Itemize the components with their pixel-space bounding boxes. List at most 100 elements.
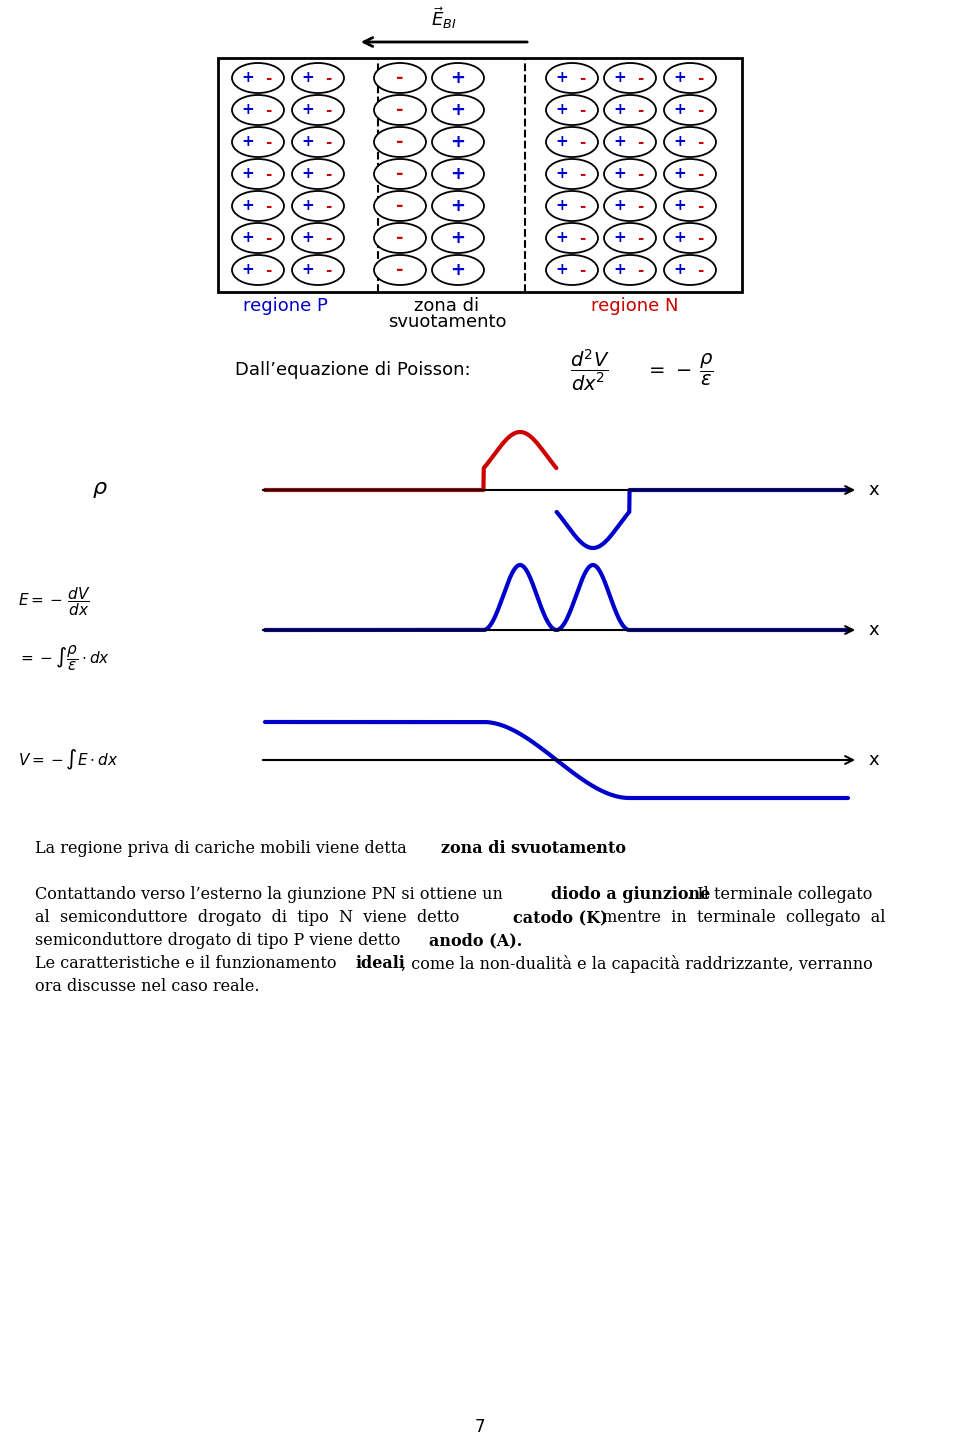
Text: -: - (697, 231, 703, 245)
Text: +: + (613, 135, 626, 149)
Text: +: + (556, 135, 568, 149)
Text: +: + (301, 103, 314, 118)
Text: +: + (242, 71, 254, 86)
Text: +: + (242, 199, 254, 213)
Text: -: - (636, 231, 643, 245)
Text: -: - (579, 231, 586, 245)
Ellipse shape (292, 128, 344, 157)
Ellipse shape (432, 94, 484, 125)
Ellipse shape (546, 223, 598, 252)
Ellipse shape (432, 223, 484, 252)
Text: -: - (579, 135, 586, 149)
Text: +: + (450, 165, 466, 183)
Ellipse shape (604, 192, 656, 221)
Text: +: + (674, 103, 686, 118)
Ellipse shape (546, 62, 598, 93)
Text: -: - (697, 71, 703, 86)
Text: -: - (265, 103, 271, 118)
Text: anodo (A).: anodo (A). (429, 932, 522, 949)
Text: -: - (324, 103, 331, 118)
Text: +: + (242, 263, 254, 277)
Text: -: - (396, 102, 404, 119)
Ellipse shape (232, 62, 284, 93)
Ellipse shape (374, 128, 426, 157)
Text: +: + (301, 231, 314, 245)
Ellipse shape (604, 223, 656, 252)
Ellipse shape (432, 160, 484, 189)
Ellipse shape (292, 160, 344, 189)
Text: -: - (697, 167, 703, 181)
Text: La regione priva di cariche mobili viene detta: La regione priva di cariche mobili viene… (35, 840, 412, 858)
Ellipse shape (546, 160, 598, 189)
Text: Le caratteristiche e il funzionamento: Le caratteristiche e il funzionamento (35, 955, 342, 972)
Text: -: - (636, 167, 643, 181)
Text: -: - (636, 135, 643, 149)
Text: +: + (674, 135, 686, 149)
Ellipse shape (292, 94, 344, 125)
Text: -: - (636, 71, 643, 86)
Ellipse shape (232, 160, 284, 189)
Text: -: - (324, 167, 331, 181)
Text: +: + (301, 199, 314, 213)
Text: -: - (396, 197, 404, 215)
Ellipse shape (374, 94, 426, 125)
Text: +: + (613, 71, 626, 86)
Text: -: - (324, 231, 331, 245)
Ellipse shape (546, 128, 598, 157)
Text: +: + (301, 135, 314, 149)
Text: -: - (324, 199, 331, 213)
Text: +: + (450, 229, 466, 247)
Ellipse shape (374, 192, 426, 221)
Ellipse shape (374, 255, 426, 284)
Ellipse shape (432, 255, 484, 284)
Ellipse shape (604, 94, 656, 125)
Text: $\vec{E}_{BI}$: $\vec{E}_{BI}$ (431, 4, 457, 30)
Text: -: - (697, 135, 703, 149)
Text: $= \,-\, \dfrac{\rho}{\varepsilon}$: $= \,-\, \dfrac{\rho}{\varepsilon}$ (645, 353, 713, 387)
Text: +: + (556, 167, 568, 181)
Text: ora discusse nel caso reale.: ora discusse nel caso reale. (35, 978, 259, 995)
Text: +: + (450, 70, 466, 87)
Ellipse shape (546, 192, 598, 221)
Text: x: x (868, 621, 878, 638)
Text: +: + (613, 231, 626, 245)
Text: Contattando verso l’esterno la giunzione PN si ottiene un: Contattando verso l’esterno la giunzione… (35, 887, 508, 903)
Text: mentre  in  terminale  collegato  al: mentre in terminale collegato al (597, 908, 885, 926)
Bar (218, 58, 742, 292)
Ellipse shape (664, 128, 716, 157)
Text: svuotamento: svuotamento (388, 313, 506, 331)
Text: -: - (697, 263, 703, 277)
Text: -: - (579, 103, 586, 118)
Text: $\dfrac{d^2V}{dx^2}$: $\dfrac{d^2V}{dx^2}$ (570, 347, 610, 393)
Text: -: - (697, 199, 703, 213)
Ellipse shape (232, 255, 284, 284)
Text: -: - (636, 263, 643, 277)
Text: +: + (613, 263, 626, 277)
Text: semiconduttore drogato di tipo P viene detto: semiconduttore drogato di tipo P viene d… (35, 932, 405, 949)
Text: -: - (265, 263, 271, 277)
Text: +: + (674, 167, 686, 181)
Text: -: - (636, 103, 643, 118)
Ellipse shape (664, 255, 716, 284)
Text: 7: 7 (475, 1418, 485, 1436)
Text: +: + (556, 71, 568, 86)
Ellipse shape (546, 255, 598, 284)
Ellipse shape (604, 62, 656, 93)
Text: -: - (579, 71, 586, 86)
Text: +: + (613, 199, 626, 213)
Text: -: - (265, 231, 271, 245)
Text: +: + (556, 103, 568, 118)
Text: -: - (324, 135, 331, 149)
Text: +: + (674, 231, 686, 245)
Text: .: . (595, 840, 600, 858)
Text: regione N: regione N (591, 297, 679, 315)
Text: +: + (674, 199, 686, 213)
Ellipse shape (232, 94, 284, 125)
Text: $V = -\int E\cdot dx$: $V = -\int E\cdot dx$ (18, 747, 118, 772)
Text: -: - (636, 199, 643, 213)
Text: . Il terminale collegato: . Il terminale collegato (687, 887, 873, 903)
Ellipse shape (664, 94, 716, 125)
Ellipse shape (604, 128, 656, 157)
Text: +: + (242, 231, 254, 245)
Text: +: + (613, 103, 626, 118)
